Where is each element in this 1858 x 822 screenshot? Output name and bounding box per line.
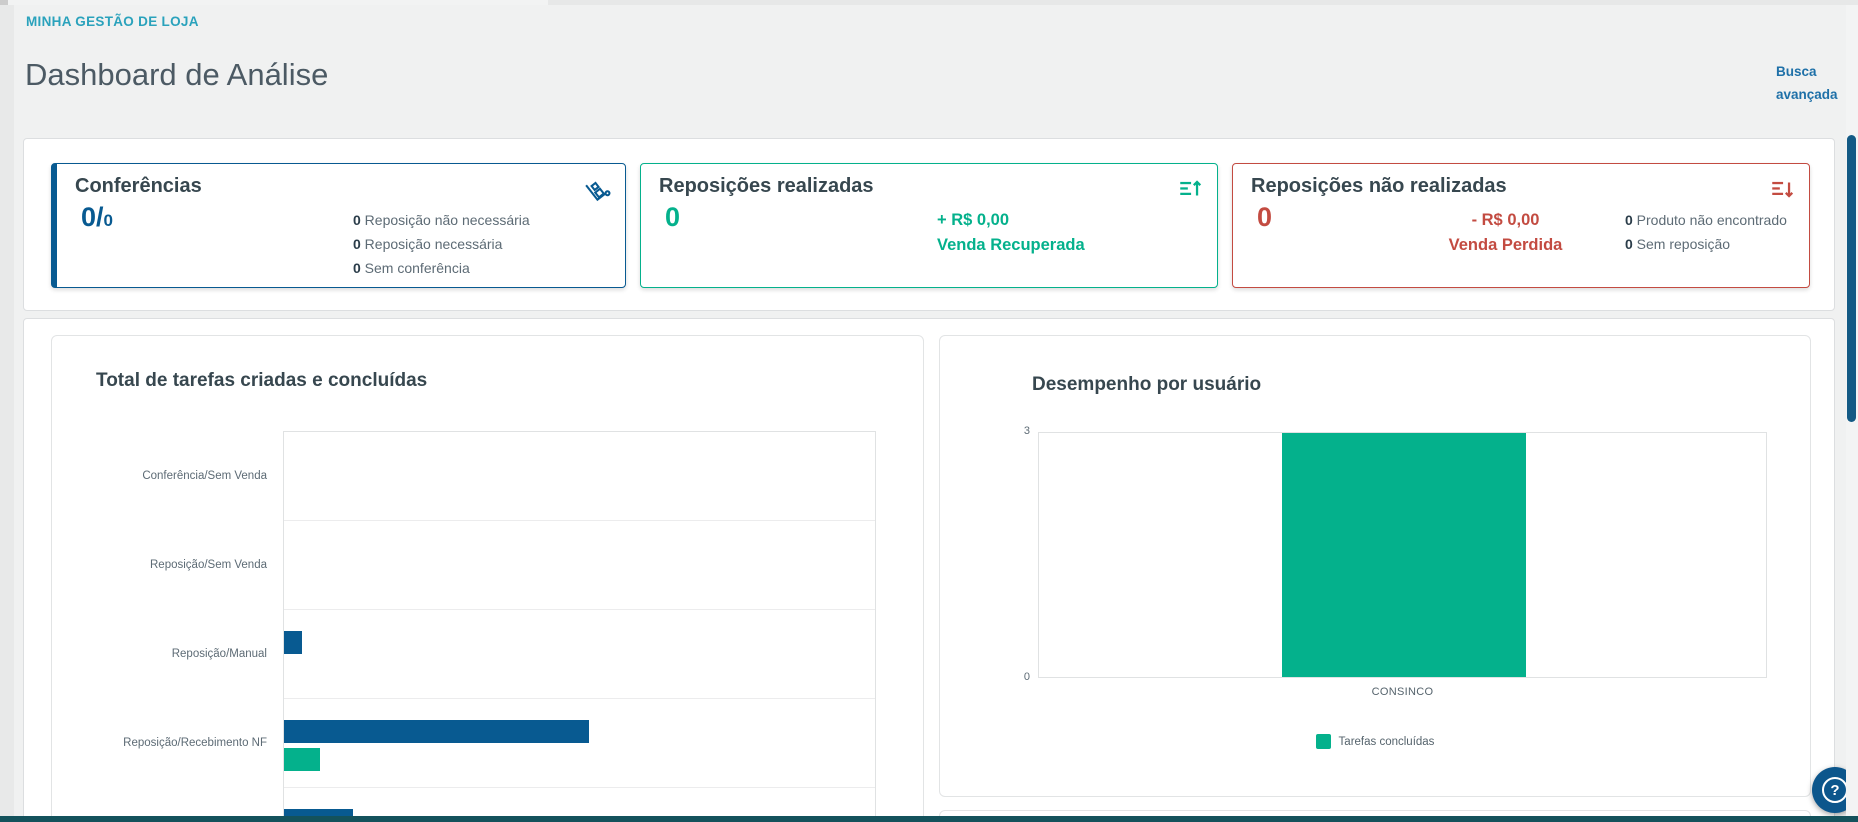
conferencias-stats: 0 Reposição não necessária 0 Reposição ne… <box>353 208 530 280</box>
advanced-search-link[interactable]: Busca avançada <box>1776 60 1838 106</box>
chart-usuario-title: Desempenho por usuário <box>1032 374 1262 395</box>
breadcrumb[interactable]: MINHA GESTÃO DE LOJA <box>26 14 199 29</box>
advanced-search-line2: avançada <box>1776 87 1838 102</box>
realizadas-amount: + R$ 0,00 <box>937 211 1010 229</box>
stat-row: 0 Sem conferência <box>353 260 470 276</box>
chart-tarefas-title: Total de tarefas criadas e concluídas <box>96 370 428 391</box>
stat-row: 0 Produto não encontrado <box>1625 212 1787 228</box>
category-label: Reposição/Manual <box>171 647 267 660</box>
scrollbar-track[interactable] <box>1846 5 1858 822</box>
chart-usuario-plot <box>1038 432 1767 678</box>
chart-panel-usuario: Desempenho por usuário 3 0 CONSINCO Tare… <box>939 335 1811 797</box>
chart-tarefas-plot <box>283 431 876 822</box>
nao-realizadas-stats: 0 Produto não encontrado 0 Sem reposição <box>1625 208 1787 256</box>
stat-row: 0 Reposição não necessária <box>353 212 530 228</box>
sort-amount-up-icon <box>1177 176 1203 202</box>
conferencias-total: 0 <box>103 211 114 230</box>
card-realizadas-count: 0 <box>665 202 680 233</box>
category-band <box>284 432 875 521</box>
category-band <box>284 521 875 610</box>
conferencias-done: 0 <box>81 202 97 232</box>
card-reposicoes-nao-realizadas[interactable]: Reposições não realizadas 0 - R$ 0,00 Ve… <box>1232 163 1810 288</box>
page-title: Dashboard de Análise <box>25 57 329 92</box>
card-conferencias-title: Conferências <box>75 175 202 197</box>
stat-row: 0 Sem reposição <box>1625 236 1731 252</box>
help-icon: ? <box>1822 777 1848 803</box>
h-bar-series-0 <box>284 631 302 654</box>
chart-panel-tarefas: Total de tarefas criadas e concluídas Co… <box>51 335 924 822</box>
chart-usuario-legend: Tarefas concluídas <box>940 734 1810 749</box>
window-left-edge <box>0 5 14 822</box>
window-bottom-edge <box>0 816 1858 822</box>
category-band <box>284 610 875 699</box>
trolley-icon <box>585 176 611 202</box>
h-bar-series-1 <box>284 748 321 771</box>
realizadas-amount-label: Venda Recuperada <box>937 236 1085 254</box>
window-top-edge-segment <box>8 0 548 5</box>
card-conferencias-count: 0/0 <box>81 202 113 233</box>
category-label: Reposição/Recebimento NF <box>123 736 267 749</box>
card-nao-realizadas-count: 0 <box>1257 202 1272 233</box>
category-band <box>284 699 875 788</box>
card-realizadas-title: Reposições realizadas <box>659 175 874 197</box>
window-corner <box>0 0 8 5</box>
stat-row: 0 Reposição necessária <box>353 236 503 252</box>
card-reposicoes-realizadas[interactable]: Reposições realizadas 0 + R$ 0,00 Venda … <box>640 163 1218 288</box>
nao-realizadas-amount-block: - R$ 0,00 Venda Perdida <box>1413 208 1598 258</box>
card-nao-realizadas-title: Reposições não realizadas <box>1251 175 1507 197</box>
y-tick-min: 0 <box>1023 671 1030 683</box>
v-bar-consinco <box>1281 433 1526 677</box>
h-bar-series-0 <box>284 720 589 743</box>
realizadas-amount-block: + R$ 0,00 Venda Recuperada <box>937 208 1085 258</box>
realizadas-count-value: 0 <box>665 202 681 232</box>
advanced-search-line1: Busca <box>1776 64 1817 79</box>
y-tick-max: 3 <box>1023 425 1030 437</box>
nao-realizadas-amount: - R$ 0,00 <box>1471 211 1540 229</box>
conferencias-separator: / <box>96 202 104 232</box>
sort-amount-down-icon <box>1769 176 1795 202</box>
legend-swatch <box>1315 734 1331 749</box>
scrollbar-thumb[interactable] <box>1847 135 1856 422</box>
nao-realizadas-count-value: 0 <box>1257 202 1273 232</box>
legend-label: Tarefas concluídas <box>1338 735 1435 748</box>
window-top-edge <box>0 0 1858 5</box>
x-axis-label-consinco: CONSINCO <box>1371 686 1434 698</box>
category-label: Conferência/Sem Venda <box>142 469 267 482</box>
nao-realizadas-amount-label: Venda Perdida <box>1448 236 1563 254</box>
category-label: Reposição/Sem Venda <box>150 558 267 571</box>
card-conferencias[interactable]: Conferências 0/0 0 Reposição não necessá… <box>51 163 626 288</box>
